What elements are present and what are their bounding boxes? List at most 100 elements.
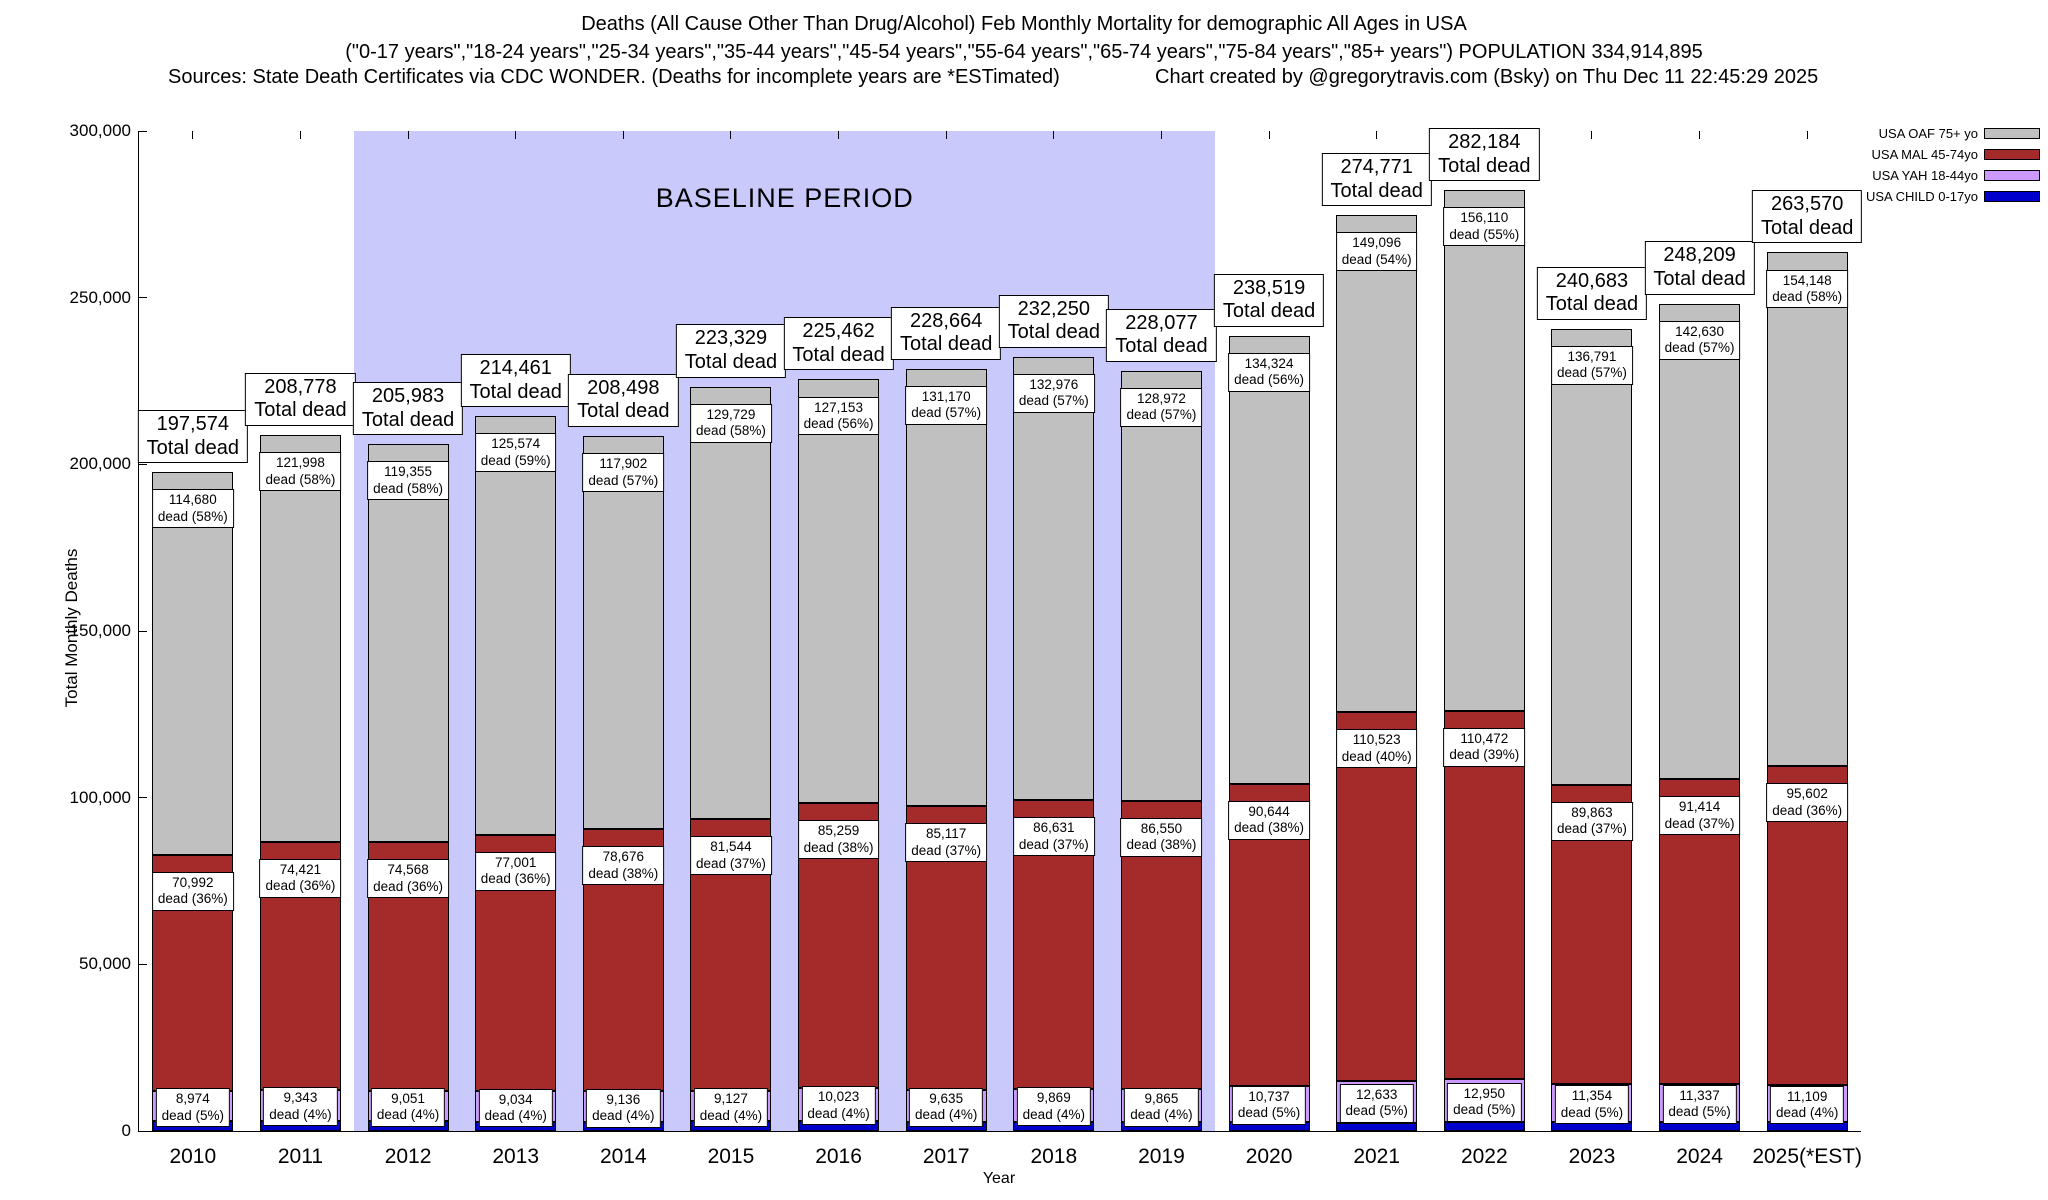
mal-label: 110,523 dead (40%) <box>1335 729 1418 769</box>
x-tick-label: 2018 <box>1030 1145 1078 1168</box>
yah-label-caption: dead (4%) <box>807 1105 870 1121</box>
yah-label-value: 11,109 <box>1787 1088 1828 1104</box>
bar-total-value: 282,184 <box>1448 131 1521 154</box>
legend-item-yah: USA YAH 18-44yo <box>1872 168 2040 183</box>
yah-label: 9,034 dead (4%) <box>478 1088 553 1128</box>
top-tick-mark <box>730 131 732 139</box>
mal-label-value: 89,863 <box>1571 804 1613 820</box>
oaf-label-value: 154,148 <box>1782 272 1832 288</box>
x-tick-label: 2010 <box>169 1145 217 1168</box>
yah-label: 9,865 dead (4%) <box>1124 1087 1199 1127</box>
chart-credit: Chart created by @gregorytravis.com (Bsk… <box>1155 66 1819 88</box>
oaf-label-value: 114,680 <box>168 492 217 508</box>
mal-label-value: 85,117 <box>926 826 967 842</box>
mal-label: 86,631 dead (37%) <box>1012 817 1095 857</box>
x-tick-label: 2015 <box>707 1145 755 1168</box>
oaf-label-caption: dead (57%) <box>1126 407 1197 423</box>
yah-label: 11,337 dead (5%) <box>1662 1084 1737 1124</box>
legend-swatch-child <box>1984 191 2040 202</box>
mal-label-caption: dead (36%) <box>1772 802 1843 818</box>
chart-meta-line: Sources: State Death Certificates via CD… <box>0 66 2048 94</box>
bar-total-caption: Total dead <box>1115 335 1208 358</box>
x-tick-label: 2016 <box>815 1145 862 1168</box>
mal-label-value: 78,676 <box>602 849 644 865</box>
mal-label: 77,001 dead (36%) <box>474 851 557 891</box>
bar-total-caption: Total dead <box>146 436 239 459</box>
oaf-label-value: 117,902 <box>599 456 648 472</box>
legend-label-child: USA CHILD 0-17yo <box>1866 189 1978 204</box>
mal-label-caption: dead (38%) <box>803 839 874 855</box>
x-tick-label: 2023 <box>1568 1145 1616 1168</box>
top-tick-mark <box>299 131 301 139</box>
bar-total-value: 208,778 <box>264 375 337 398</box>
bar-segment-oaf <box>1659 303 1741 780</box>
oaf-label: 119,355 dead (58%) <box>367 461 449 501</box>
mal-label: 85,259 dead (38%) <box>797 820 880 860</box>
yah-label: 9,343 dead (4%) <box>263 1087 338 1127</box>
legend-label-oaf: USA OAF 75+ yo <box>1878 126 1978 141</box>
chart-header: Deaths (All Cause Other Than Drug/Alcoho… <box>0 10 2048 94</box>
yah-label: 10,737 dead (5%) <box>1231 1085 1307 1125</box>
bar-segment-oaf <box>367 444 449 843</box>
x-tick-label: 2013 <box>492 1145 540 1168</box>
top-tick-mark <box>1053 131 1055 139</box>
yah-label-caption: dead (5%) <box>1237 1105 1301 1121</box>
bar-segment-oaf <box>1443 190 1525 711</box>
mal-label-value: 74,421 <box>279 861 322 877</box>
yah-label-caption: dead (4%) <box>484 1107 547 1123</box>
yah-label-value: 9,136 <box>606 1091 641 1107</box>
bar-segment-child <box>1443 1122 1525 1131</box>
yah-label-value: 11,354 <box>1571 1088 1613 1104</box>
y-tick-label: 100,000 <box>69 787 131 807</box>
bar-total-caption: Total dead <box>1222 300 1316 323</box>
yah-label: 11,354 dead (5%) <box>1554 1085 1630 1125</box>
x-tick-label: 2021 <box>1353 1145 1401 1168</box>
bar-total-caption: Total dead <box>792 343 885 366</box>
legend-swatch-oaf <box>1984 128 2040 139</box>
mal-label: 90,644 dead (38%) <box>1228 800 1310 840</box>
yah-label: 11,109 dead (4%) <box>1770 1085 1845 1125</box>
bar-total-value: 208,498 <box>587 376 660 399</box>
bar-total-label: 228,077 Total dead <box>1106 308 1217 362</box>
y-tick-mark <box>139 963 147 965</box>
yah-label-value: 9,865 <box>1144 1090 1179 1106</box>
mal-label-value: 74,568 <box>387 862 429 878</box>
oaf-label: 129,729 dead (58%) <box>690 403 772 443</box>
mal-label: 86,550 dead (38%) <box>1120 817 1203 857</box>
bar-total-caption: Total dead <box>361 408 455 431</box>
mal-label: 78,676 dead (38%) <box>582 846 665 886</box>
oaf-label: 127,153 dead (56%) <box>797 396 880 436</box>
top-tick-mark <box>1591 131 1593 139</box>
oaf-label-value: 121,998 <box>276 455 325 471</box>
oaf-label-value: 132,976 <box>1029 376 1079 392</box>
mal-label: 91,414 dead (37%) <box>1658 796 1741 836</box>
mal-label-caption: dead (36%) <box>157 891 228 907</box>
oaf-label-value: 129,729 <box>706 406 756 422</box>
yah-label-caption: dead (4%) <box>376 1107 440 1123</box>
mal-label-caption: dead (38%) <box>1234 820 1304 836</box>
oaf-label-caption: dead (58%) <box>1772 288 1843 304</box>
bar-total-label: 248,209 Total dead <box>1644 241 1755 295</box>
bar-total-value: 228,664 <box>910 309 983 332</box>
yah-label-caption: dead (4%) <box>269 1106 332 1122</box>
yah-label-caption: dead (5%) <box>161 1107 224 1123</box>
bar-total-caption: Total dead <box>1438 154 1531 177</box>
bar-total-label: 197,574 Total dead <box>137 410 248 464</box>
oaf-label-value: 142,630 <box>1675 323 1724 339</box>
y-tick-label: 0 <box>121 1121 131 1140</box>
bar-total-label: 263,570 Total dead <box>1752 190 1863 244</box>
oaf-label: 136,791 dead (57%) <box>1551 345 1633 385</box>
top-tick-mark <box>407 131 409 139</box>
oaf-label: 132,976 dead (57%) <box>1012 373 1095 413</box>
mal-label: 70,992 dead (36%) <box>151 871 234 911</box>
oaf-label-value: 127,153 <box>814 399 863 415</box>
bar-total-label: 240,683 Total dead <box>1536 266 1648 320</box>
top-tick-mark <box>622 131 624 139</box>
mal-label-caption: dead (37%) <box>1557 821 1627 837</box>
yah-label-value: 12,950 <box>1463 1085 1505 1101</box>
x-tick-label: 2025(*EST) <box>1752 1145 1863 1168</box>
top-tick-mark <box>838 131 840 139</box>
bar-segment-mal <box>1443 710 1525 1079</box>
yah-label: 9,869 dead (4%) <box>1016 1087 1091 1127</box>
oaf-label-value: 134,324 <box>1244 356 1294 371</box>
